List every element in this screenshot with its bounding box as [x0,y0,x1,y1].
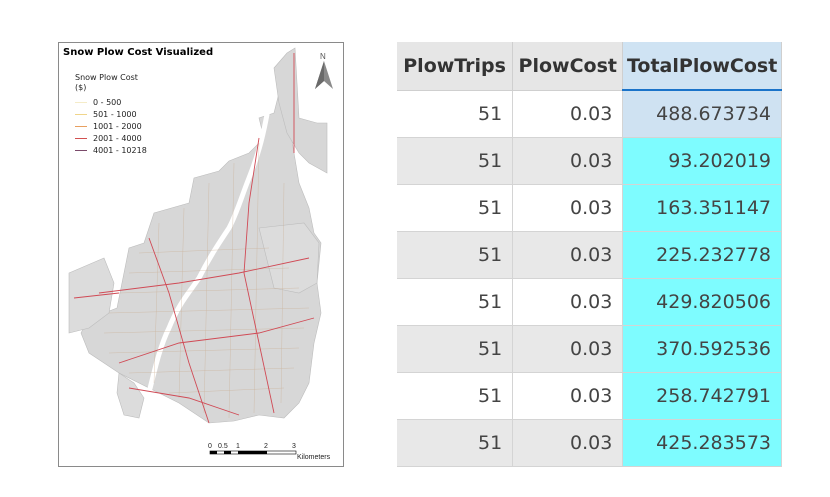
cell-plowcost[interactable]: 0.03 [512,325,624,373]
table-row[interactable]: 51 0.03 370.592536 [397,325,782,373]
cell-plowcost[interactable]: 0.03 [512,231,624,279]
cell-plowtrips[interactable]: 51 [397,184,514,232]
cell-plowtrips[interactable]: 51 [397,278,514,326]
legend-item-label: 0 - 500 [93,97,122,107]
scale-unit: Kilometers [297,454,331,461]
cell-plowtrips[interactable]: 51 [397,325,514,373]
map-legend: Snow Plow Cost ($) 0 - 500 501 - 1000 10… [75,73,147,156]
table-row[interactable]: 51 0.03 488.673734 [397,90,782,138]
cell-plowcost[interactable]: 0.03 [512,278,624,326]
table-row[interactable]: 51 0.03 225.232778 [397,231,782,279]
legend-item: 0 - 500 [75,96,147,108]
legend-item: 4001 - 10218 [75,144,147,156]
north-arrow-icon [315,61,333,89]
cell-plowcost[interactable]: 0.03 [512,137,624,185]
cell-plowcost[interactable]: 0.03 [512,372,624,420]
legend-item-label: 2001 - 4000 [93,133,142,143]
cell-totalplowcost[interactable]: 370.592536 [622,325,782,373]
cell-plowtrips[interactable]: 51 [397,372,514,420]
column-header-plowcost[interactable]: PlowCost [512,42,624,91]
legend-swatch [75,125,87,127]
scale-tick: 0.5 [218,443,228,450]
scale-tick: 3 [292,443,296,450]
legend-swatch [75,149,87,151]
cell-totalplowcost[interactable]: 225.232778 [622,231,782,279]
attribute-table-panel: PlowTrips PlowCost TotalPlowCost 51 0.03… [397,42,782,467]
cell-totalplowcost[interactable]: 429.820506 [622,278,782,326]
legend-unit: ($) [75,83,87,92]
cell-plowcost[interactable]: 0.03 [512,90,624,138]
map-title: Snow Plow Cost Visualized [63,47,214,58]
cell-plowcost[interactable]: 0.03 [512,419,624,467]
column-header-totalplowcost[interactable]: TotalPlowCost [622,42,782,91]
cell-plowtrips[interactable]: 51 [397,90,514,138]
legend-item-label: 501 - 1000 [93,109,137,119]
table-header-row: PlowTrips PlowCost TotalPlowCost [397,42,782,91]
cell-totalplowcost[interactable]: 488.673734 [622,90,782,138]
legend-swatch [75,137,87,139]
attribute-table: PlowTrips PlowCost TotalPlowCost 51 0.03… [397,42,782,467]
legend-item: 1001 - 2000 [75,120,147,132]
legend-item: 2001 - 4000 [75,132,147,144]
city-road-network-map [68,47,328,424]
table-row[interactable]: 51 0.03 163.351147 [397,184,782,232]
table-row[interactable]: 51 0.03 93.202019 [397,137,782,185]
scale-tick: 1 [236,443,240,450]
cell-plowcost[interactable]: 0.03 [512,184,624,232]
cell-totalplowcost[interactable]: 425.283573 [622,419,782,467]
cell-totalplowcost[interactable]: 93.202019 [622,137,782,185]
north-label: N [320,52,326,61]
table-row[interactable]: 51 0.03 425.283573 [397,419,782,467]
cell-plowtrips[interactable]: 51 [397,419,514,467]
legend-swatch [75,113,87,115]
scale-tick: 0 [208,443,212,450]
legend-title: Snow Plow Cost [75,73,138,82]
legend-item-label: 4001 - 10218 [93,145,147,155]
cell-plowtrips[interactable]: 51 [397,231,514,279]
legend-item: 501 - 1000 [75,108,147,120]
map-panel: Snow Plow Cost Visualized Snow Plow Cost… [58,42,344,467]
table-row[interactable]: 51 0.03 258.742791 [397,372,782,420]
scale-bar [209,450,297,455]
scale-tick: 2 [264,443,268,450]
table-row[interactable]: 51 0.03 429.820506 [397,278,782,326]
cell-totalplowcost[interactable]: 163.351147 [622,184,782,232]
cell-plowtrips[interactable]: 51 [397,137,514,185]
column-header-plowtrips[interactable]: PlowTrips [397,42,514,91]
legend-swatch [75,101,87,103]
legend-item-label: 1001 - 2000 [93,121,142,131]
cell-totalplowcost[interactable]: 258.742791 [622,372,782,420]
scale-tick-labels: 0 0.5 1 2 3 [208,443,328,453]
